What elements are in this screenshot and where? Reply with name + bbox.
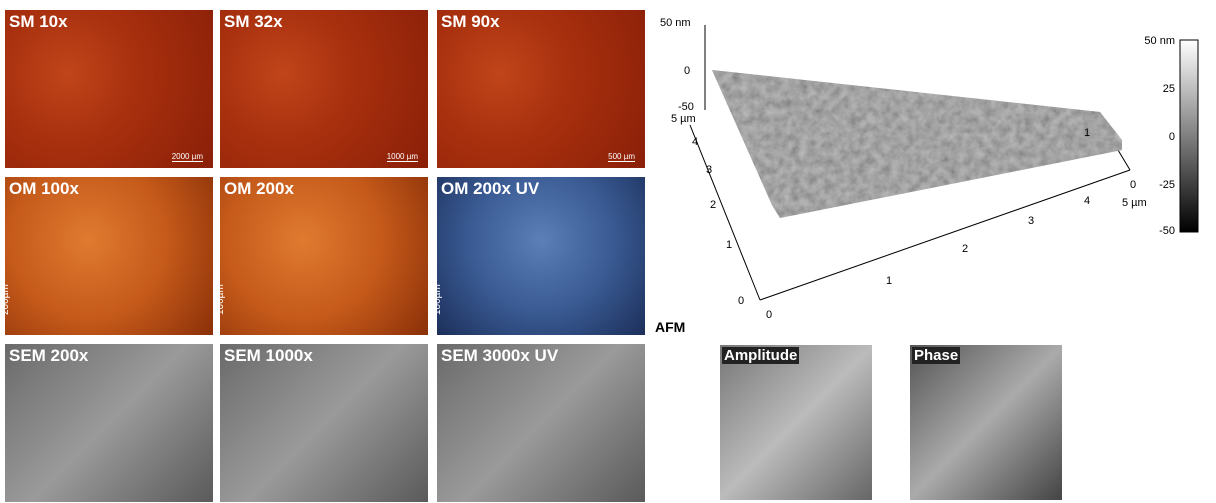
y-tick-label: 2	[710, 199, 716, 211]
z-tick-label: 0	[684, 65, 690, 77]
y-tick-label: 4	[692, 136, 698, 148]
colorbar-tick-label: 50 nm	[1144, 35, 1175, 47]
y-tick-label: 1	[726, 239, 732, 251]
colorbar-tick-label: 0	[1169, 131, 1175, 143]
y-tick-label: 5 µm	[671, 113, 696, 125]
depth-tick-label: 0	[1130, 179, 1136, 191]
afm-title: AFM	[655, 319, 685, 335]
x-tick-label: 2	[962, 243, 968, 255]
y-tick-label: 3	[706, 164, 712, 176]
y-tick-label: 0	[738, 295, 744, 307]
x-tick-label: 4	[1084, 195, 1090, 207]
phase-label: Phase	[912, 347, 960, 364]
x-tick-label: 1	[886, 275, 892, 287]
phase-image: Phase	[910, 345, 1062, 500]
page: SM 10x2000 µmSM 32x1000 µmSM 90x500 µmOM…	[0, 0, 1216, 503]
depth-tick-label: 1	[1084, 127, 1090, 139]
x-tick-label: 5 µm	[1122, 197, 1147, 209]
amplitude-image: Amplitude	[720, 345, 872, 500]
z-tick-label: -50	[678, 101, 694, 113]
x-tick-label: 0	[766, 309, 772, 321]
colorbar-tick-label: -25	[1159, 179, 1175, 191]
colorbar	[1180, 40, 1198, 232]
colorbar-tick-label: -50	[1159, 225, 1175, 237]
afm-surface-texture	[712, 70, 1122, 218]
colorbar-tick-label: 25	[1163, 83, 1175, 95]
amplitude-label: Amplitude	[722, 347, 799, 364]
x-tick-label: 3	[1028, 215, 1034, 227]
z-tick-label: 50 nm	[660, 17, 691, 29]
